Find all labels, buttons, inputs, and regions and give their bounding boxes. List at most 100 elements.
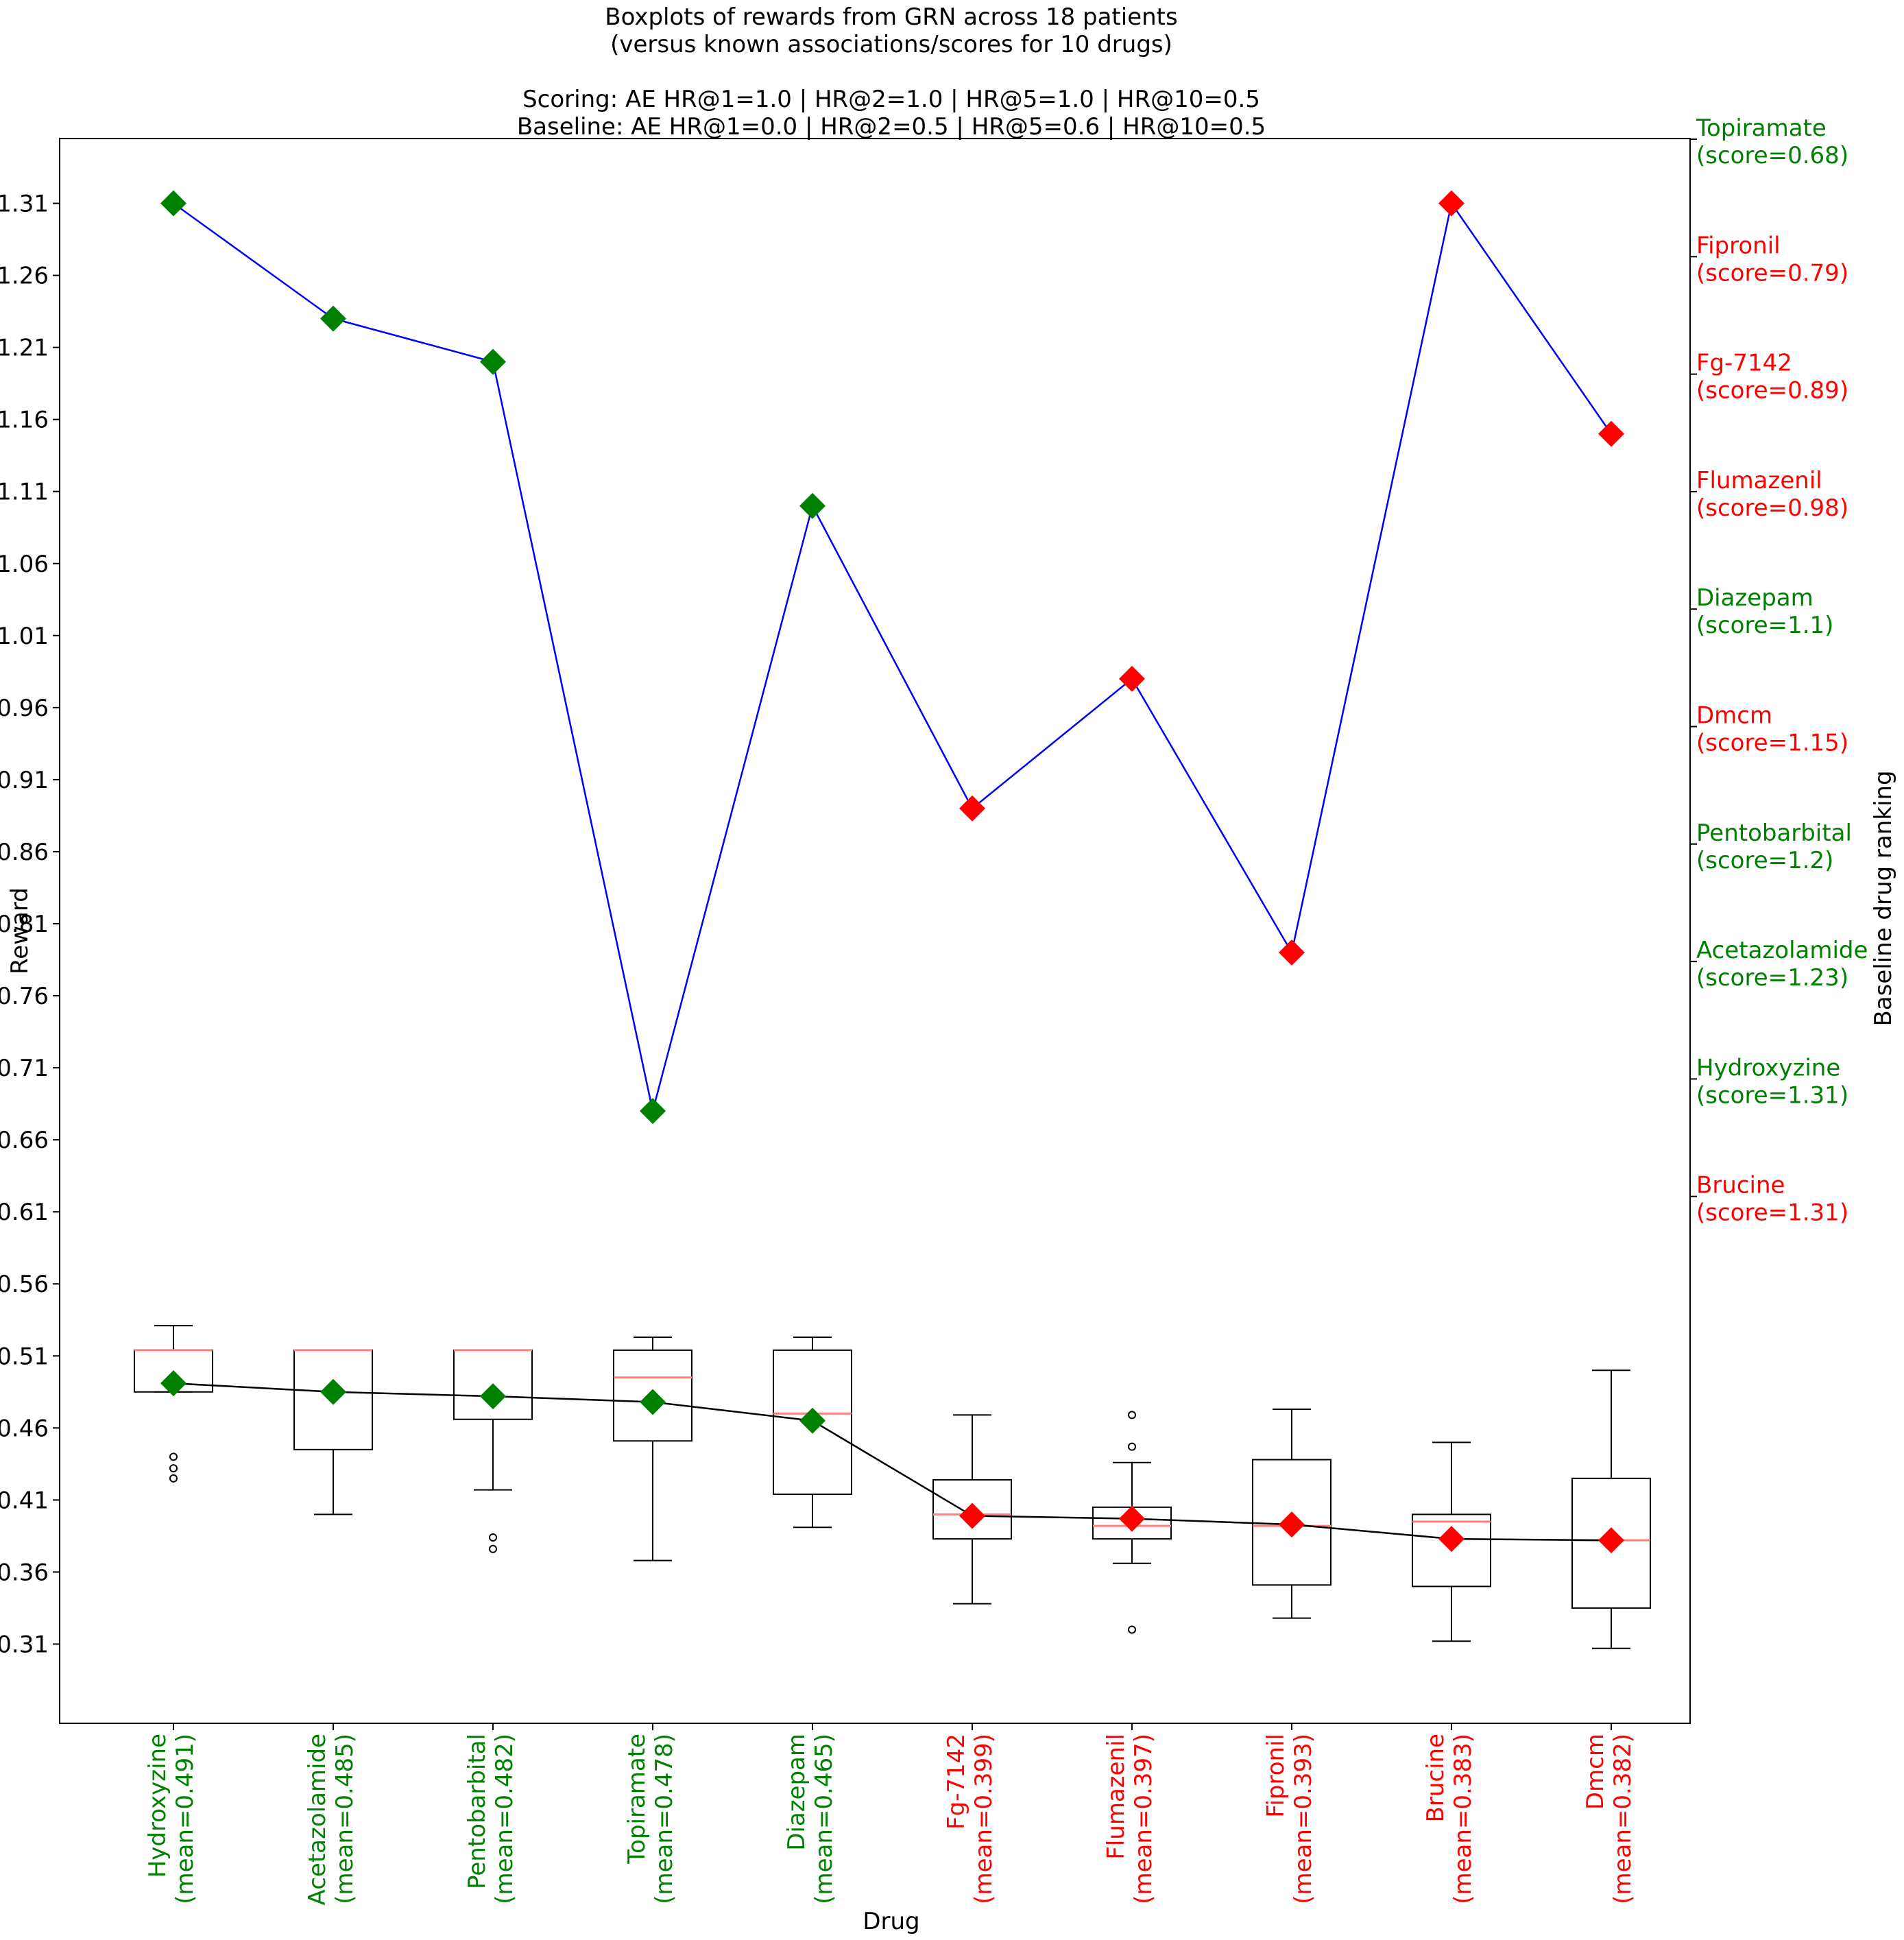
mean-marker (959, 1502, 985, 1529)
baseline-rank-score: (score=1.31) (1696, 1199, 1848, 1227)
box (1412, 1513, 1491, 1588)
baseline-score-line (173, 201, 1613, 1112)
y-axis-label: Reward (6, 887, 34, 974)
baseline-rank-name: Topiramate (1696, 115, 1827, 142)
baseline-rank-name: Hydroxyzine (1696, 1054, 1840, 1081)
box (613, 1349, 692, 1442)
outlier-point (169, 1452, 178, 1461)
baseline-score-marker (959, 795, 985, 822)
y-tick-label: 1.11 (0, 479, 49, 506)
y-tick-label: 1.21 (0, 335, 49, 362)
x-tick-label-name: Topiramate (623, 1734, 651, 1865)
baseline-rank-name: Brucine (1696, 1172, 1785, 1199)
baseline-rank-name: Fipronil (1696, 232, 1781, 259)
x-tick-label-name: Fg-7142 (943, 1734, 970, 1830)
chart-title-line: Baseline: AE HR@1=0.0 | HR@2=0.5 | HR@5=… (517, 113, 1266, 141)
baseline-rank-score: (score=1.23) (1696, 964, 1848, 992)
baseline-score-marker (160, 190, 186, 217)
y-tick-label: 0.56 (0, 1271, 49, 1298)
y-tick-label: 0.86 (0, 839, 49, 866)
baseline-rank-name: Fg-7142 (1696, 350, 1792, 377)
outlier-point (169, 1474, 178, 1483)
chart-title-line: Boxplots of rewards from GRN across 18 p… (605, 3, 1177, 31)
baseline-score-marker (320, 305, 346, 332)
y-tick-label: 0.96 (0, 695, 49, 722)
mean-marker (1279, 1511, 1305, 1538)
mean-marker (480, 1383, 506, 1410)
baseline-score-marker (1438, 190, 1465, 217)
plot-frame (59, 138, 1691, 1724)
baseline-rank-name: Flumazenil (1696, 467, 1822, 494)
x-tick-label-name: Diazepam (783, 1734, 810, 1851)
outlier-point (489, 1533, 497, 1542)
baseline-rank-score: (score=1.2) (1696, 847, 1833, 874)
baseline-rank-score: (score=0.79) (1696, 259, 1848, 287)
y-tick-label: 1.06 (0, 551, 49, 578)
baseline-score-marker (1279, 939, 1305, 966)
baseline-rank-score: (score=1.15) (1696, 730, 1848, 757)
baseline-rank-name: Acetazolamide (1696, 937, 1868, 964)
x-tick-label-mean: (mean=0.491) (171, 1734, 199, 1904)
outlier-point (1128, 1411, 1136, 1420)
y2-axis-label: Baseline drug ranking (1870, 770, 1897, 1026)
y-tick-label: 0.46 (0, 1415, 49, 1442)
baseline-score-marker (1119, 665, 1145, 692)
mean-marker (160, 1370, 186, 1397)
mean-marker (1598, 1527, 1624, 1554)
box (932, 1478, 1012, 1540)
x-tick-label-mean: (mean=0.393) (1290, 1734, 1317, 1904)
baseline-rank-score: (score=1.31) (1696, 1081, 1848, 1109)
x-tick-label-mean: (mean=0.383) (1449, 1734, 1477, 1904)
y-tick-label: 1.26 (0, 263, 49, 290)
x-tick-label-mean: (mean=0.399) (970, 1734, 998, 1904)
x-tick-label-name: Acetazolamide (304, 1734, 331, 1905)
y-tick-label: 0.66 (0, 1127, 49, 1154)
mean-marker (320, 1378, 346, 1405)
y-tick-label: 0.61 (0, 1199, 49, 1226)
chart-title-line: (versus known associations/scores for 10… (610, 31, 1172, 58)
mean-marker (799, 1407, 826, 1434)
baseline-rank-score: (score=1.1) (1696, 612, 1833, 639)
baseline-rank-name: Pentobarbital (1696, 819, 1852, 847)
box (773, 1349, 852, 1495)
mean-marker (640, 1389, 666, 1415)
y-tick-label: 0.76 (0, 983, 49, 1010)
mean-marker (1119, 1505, 1145, 1532)
y-tick-label: 0.91 (0, 767, 49, 794)
outlier-point (169, 1464, 178, 1473)
y-tick-label: 0.31 (0, 1631, 49, 1658)
x-tick-label-name: Flumazenil (1102, 1734, 1130, 1860)
y-tick-label: 1.16 (0, 407, 49, 434)
y-tick-label: 0.71 (0, 1055, 49, 1082)
x-tick-label-mean: (mean=0.465) (810, 1734, 838, 1904)
x-tick-label-mean: (mean=0.478) (651, 1734, 678, 1904)
baseline-score-marker (1598, 420, 1624, 447)
baseline-rank-score: (score=0.68) (1696, 142, 1848, 169)
x-tick-label-name: Brucine (1422, 1734, 1449, 1822)
x-tick-label-name: Hydroxyzine (144, 1734, 171, 1878)
outlier-point (1128, 1625, 1136, 1634)
baseline-rank-score: (score=0.98) (1696, 494, 1848, 522)
x-tick-label-mean: (mean=0.397) (1130, 1734, 1157, 1904)
x-tick-label-name: Fipronil (1262, 1734, 1290, 1818)
baseline-score-marker (640, 1098, 666, 1125)
x-tick-label-name: Dmcm (1582, 1734, 1609, 1810)
baseline-rank-name: Diazepam (1696, 584, 1813, 612)
outlier-point (1128, 1442, 1136, 1451)
mean-line (173, 1382, 1612, 1542)
box (1571, 1477, 1651, 1609)
y-tick-label: 0.41 (0, 1487, 49, 1514)
y-tick-label: 0.36 (0, 1559, 49, 1586)
y-tick-label: 0.81 (0, 911, 49, 938)
y-tick-label: 0.51 (0, 1343, 49, 1370)
x-axis-label: Drug (863, 1908, 919, 1935)
baseline-score-marker (799, 492, 826, 519)
baseline-rank-score: (score=0.89) (1696, 377, 1848, 405)
y-tick-label: 1.01 (0, 623, 49, 650)
baseline-rank-name: Dmcm (1696, 702, 1772, 730)
chart-title-line: Scoring: AE HR@1=1.0 | HR@2=1.0 | HR@5=1… (522, 86, 1260, 113)
x-tick-label-name: Pentobarbital (463, 1734, 491, 1889)
y-tick-label: 1.31 (0, 191, 49, 218)
x-tick-label-mean: (mean=0.382) (1609, 1734, 1637, 1904)
